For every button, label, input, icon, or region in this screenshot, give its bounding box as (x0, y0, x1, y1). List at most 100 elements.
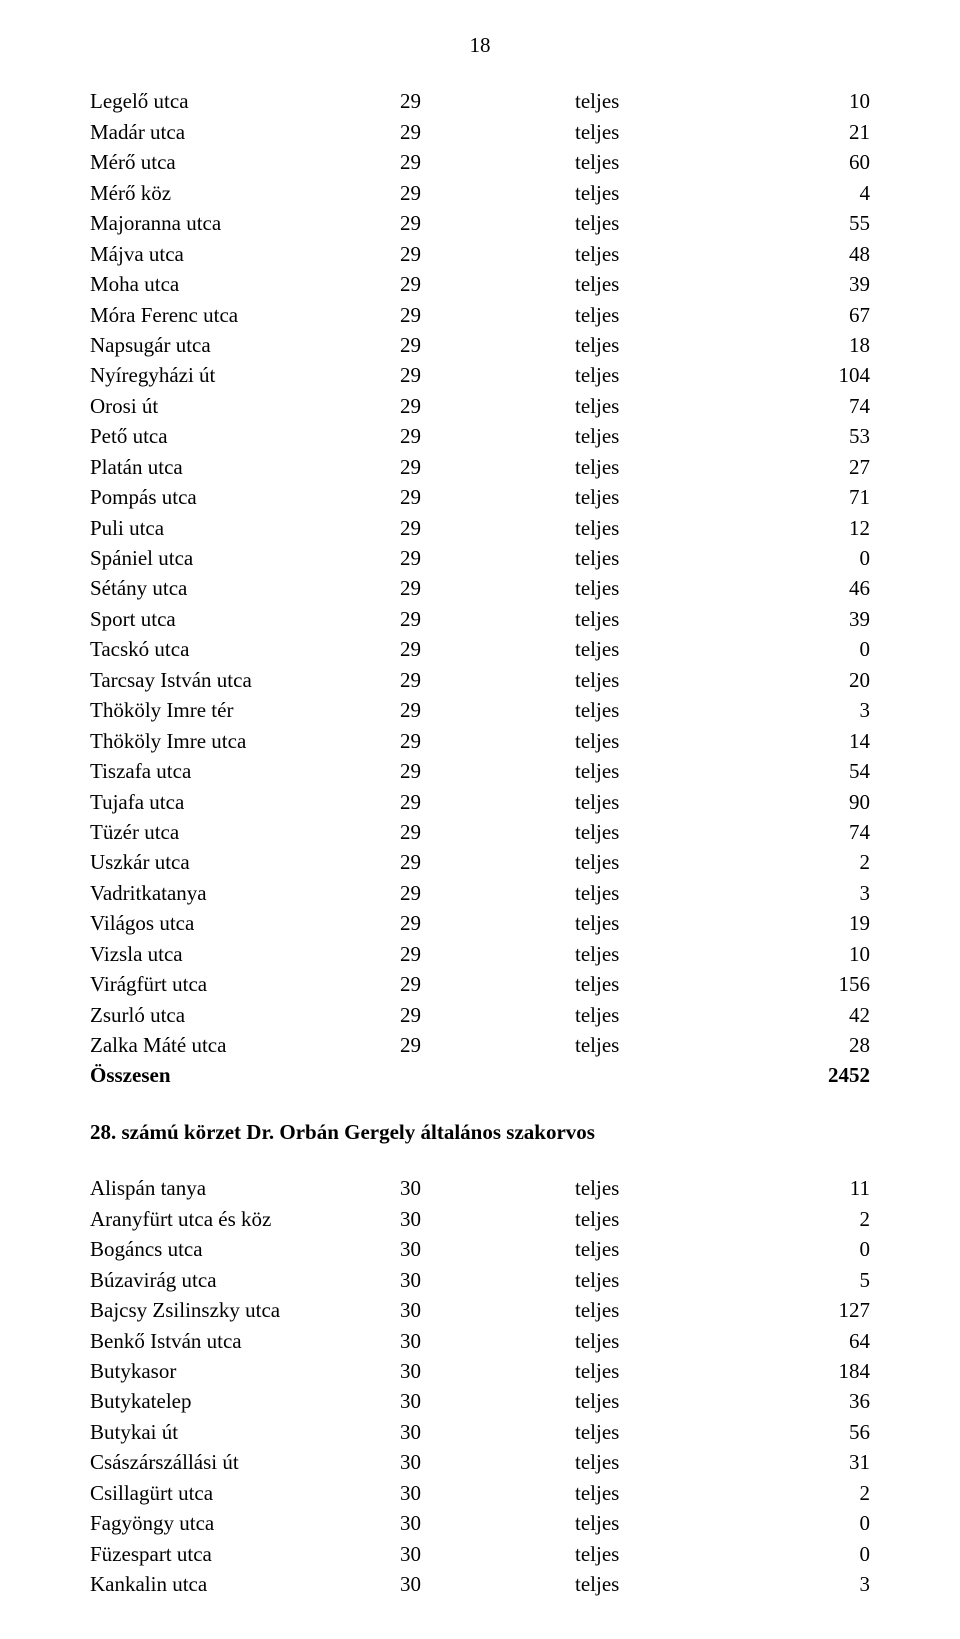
street-name: Zsurló utca (90, 1000, 400, 1030)
table-row: Madár utca29teljes21 (90, 117, 870, 147)
street-type: teljes (575, 1478, 755, 1508)
street-type: teljes (575, 878, 755, 908)
summary-label: Összesen (90, 1060, 755, 1090)
table-row: Sétány utca29teljes46 (90, 573, 870, 603)
street-code: 29 (400, 939, 575, 969)
table-row: Bogáncs utca30teljes0 (90, 1234, 870, 1264)
street-name: Zalka Máté utca (90, 1030, 400, 1060)
street-type: teljes (575, 421, 755, 451)
street-type: teljes (575, 208, 755, 238)
street-code: 29 (400, 969, 575, 999)
street-value: 28 (755, 1030, 870, 1060)
street-name: Bajcsy Zsilinszky utca (90, 1295, 400, 1325)
street-code: 29 (400, 726, 575, 756)
street-value: 21 (755, 117, 870, 147)
street-code: 29 (400, 513, 575, 543)
street-value: 156 (755, 969, 870, 999)
street-name: Majoranna utca (90, 208, 400, 238)
street-type: teljes (575, 1234, 755, 1264)
street-value: 18 (755, 330, 870, 360)
street-value: 3 (755, 695, 870, 725)
street-name: Puli utca (90, 513, 400, 543)
street-value: 10 (755, 86, 870, 116)
street-code: 29 (400, 604, 575, 634)
street-name: Tüzér utca (90, 817, 400, 847)
street-value: 14 (755, 726, 870, 756)
street-name: Virágfürt utca (90, 969, 400, 999)
street-code: 30 (400, 1295, 575, 1325)
street-code: 29 (400, 847, 575, 877)
street-name: Pető utca (90, 421, 400, 451)
street-name: Thököly Imre utca (90, 726, 400, 756)
street-type: teljes (575, 1000, 755, 1030)
street-value: 4 (755, 178, 870, 208)
street-type: teljes (575, 1508, 755, 1538)
street-type: teljes (575, 1539, 755, 1569)
street-name: Nyíregyházi út (90, 360, 400, 390)
document-page: 18 Legelő utca29teljes10Madár utca29telj… (0, 0, 960, 1639)
street-code: 30 (400, 1569, 575, 1599)
table-row: Csillagürt utca30teljes2 (90, 1478, 870, 1508)
street-name: Fagyöngy utca (90, 1508, 400, 1538)
street-value: 67 (755, 300, 870, 330)
street-value: 0 (755, 634, 870, 664)
street-type: teljes (575, 147, 755, 177)
table-row: Májva utca29teljes48 (90, 239, 870, 269)
street-type: teljes (575, 513, 755, 543)
street-type: teljes (575, 391, 755, 421)
street-type: teljes (575, 695, 755, 725)
street-value: 60 (755, 147, 870, 177)
street-name: Mérő köz (90, 178, 400, 208)
street-value: 104 (755, 360, 870, 390)
street-type: teljes (575, 665, 755, 695)
table-row: Butykasor30teljes184 (90, 1356, 870, 1386)
street-code: 29 (400, 178, 575, 208)
street-value: 55 (755, 208, 870, 238)
street-type: teljes (575, 1447, 755, 1477)
street-value: 127 (755, 1295, 870, 1325)
street-code: 29 (400, 634, 575, 664)
page-number: 18 (90, 30, 870, 60)
table-row: Platán utca29teljes27 (90, 452, 870, 482)
street-code: 29 (400, 86, 575, 116)
street-name: Uszkár utca (90, 847, 400, 877)
street-type: teljes (575, 817, 755, 847)
street-name: Mérő utca (90, 147, 400, 177)
street-name: Füzespart utca (90, 1539, 400, 1569)
street-name: Világos utca (90, 908, 400, 938)
street-name: Csillagürt utca (90, 1478, 400, 1508)
street-value: 2 (755, 847, 870, 877)
street-code: 30 (400, 1478, 575, 1508)
street-name: Májva utca (90, 239, 400, 269)
street-code: 29 (400, 391, 575, 421)
street-name: Tarcsay István utca (90, 665, 400, 695)
street-type: teljes (575, 726, 755, 756)
street-name: Vizsla utca (90, 939, 400, 969)
street-type: teljes (575, 1030, 755, 1060)
street-value: 46 (755, 573, 870, 603)
street-code: 30 (400, 1326, 575, 1356)
street-type: teljes (575, 1356, 755, 1386)
street-code: 30 (400, 1265, 575, 1295)
street-value: 3 (755, 1569, 870, 1599)
street-name: Móra Ferenc utca (90, 300, 400, 330)
table-row: Napsugár utca29teljes18 (90, 330, 870, 360)
street-type: teljes (575, 178, 755, 208)
table-row: Kankalin utca30teljes3 (90, 1569, 870, 1599)
street-value: 74 (755, 817, 870, 847)
street-name: Benkő István utca (90, 1326, 400, 1356)
table-row: Puli utca29teljes12 (90, 513, 870, 543)
street-code: 30 (400, 1204, 575, 1234)
street-name: Búzavirág utca (90, 1265, 400, 1295)
table-row: Mérő köz29teljes4 (90, 178, 870, 208)
street-type: teljes (575, 1295, 755, 1325)
street-name: Alispán tanya (90, 1173, 400, 1203)
street-code: 29 (400, 239, 575, 269)
table-row: Pető utca29teljes53 (90, 421, 870, 451)
street-value: 31 (755, 1447, 870, 1477)
street-code: 29 (400, 147, 575, 177)
street-type: teljes (575, 1569, 755, 1599)
street-code: 29 (400, 269, 575, 299)
street-value: 39 (755, 604, 870, 634)
street-type: teljes (575, 543, 755, 573)
